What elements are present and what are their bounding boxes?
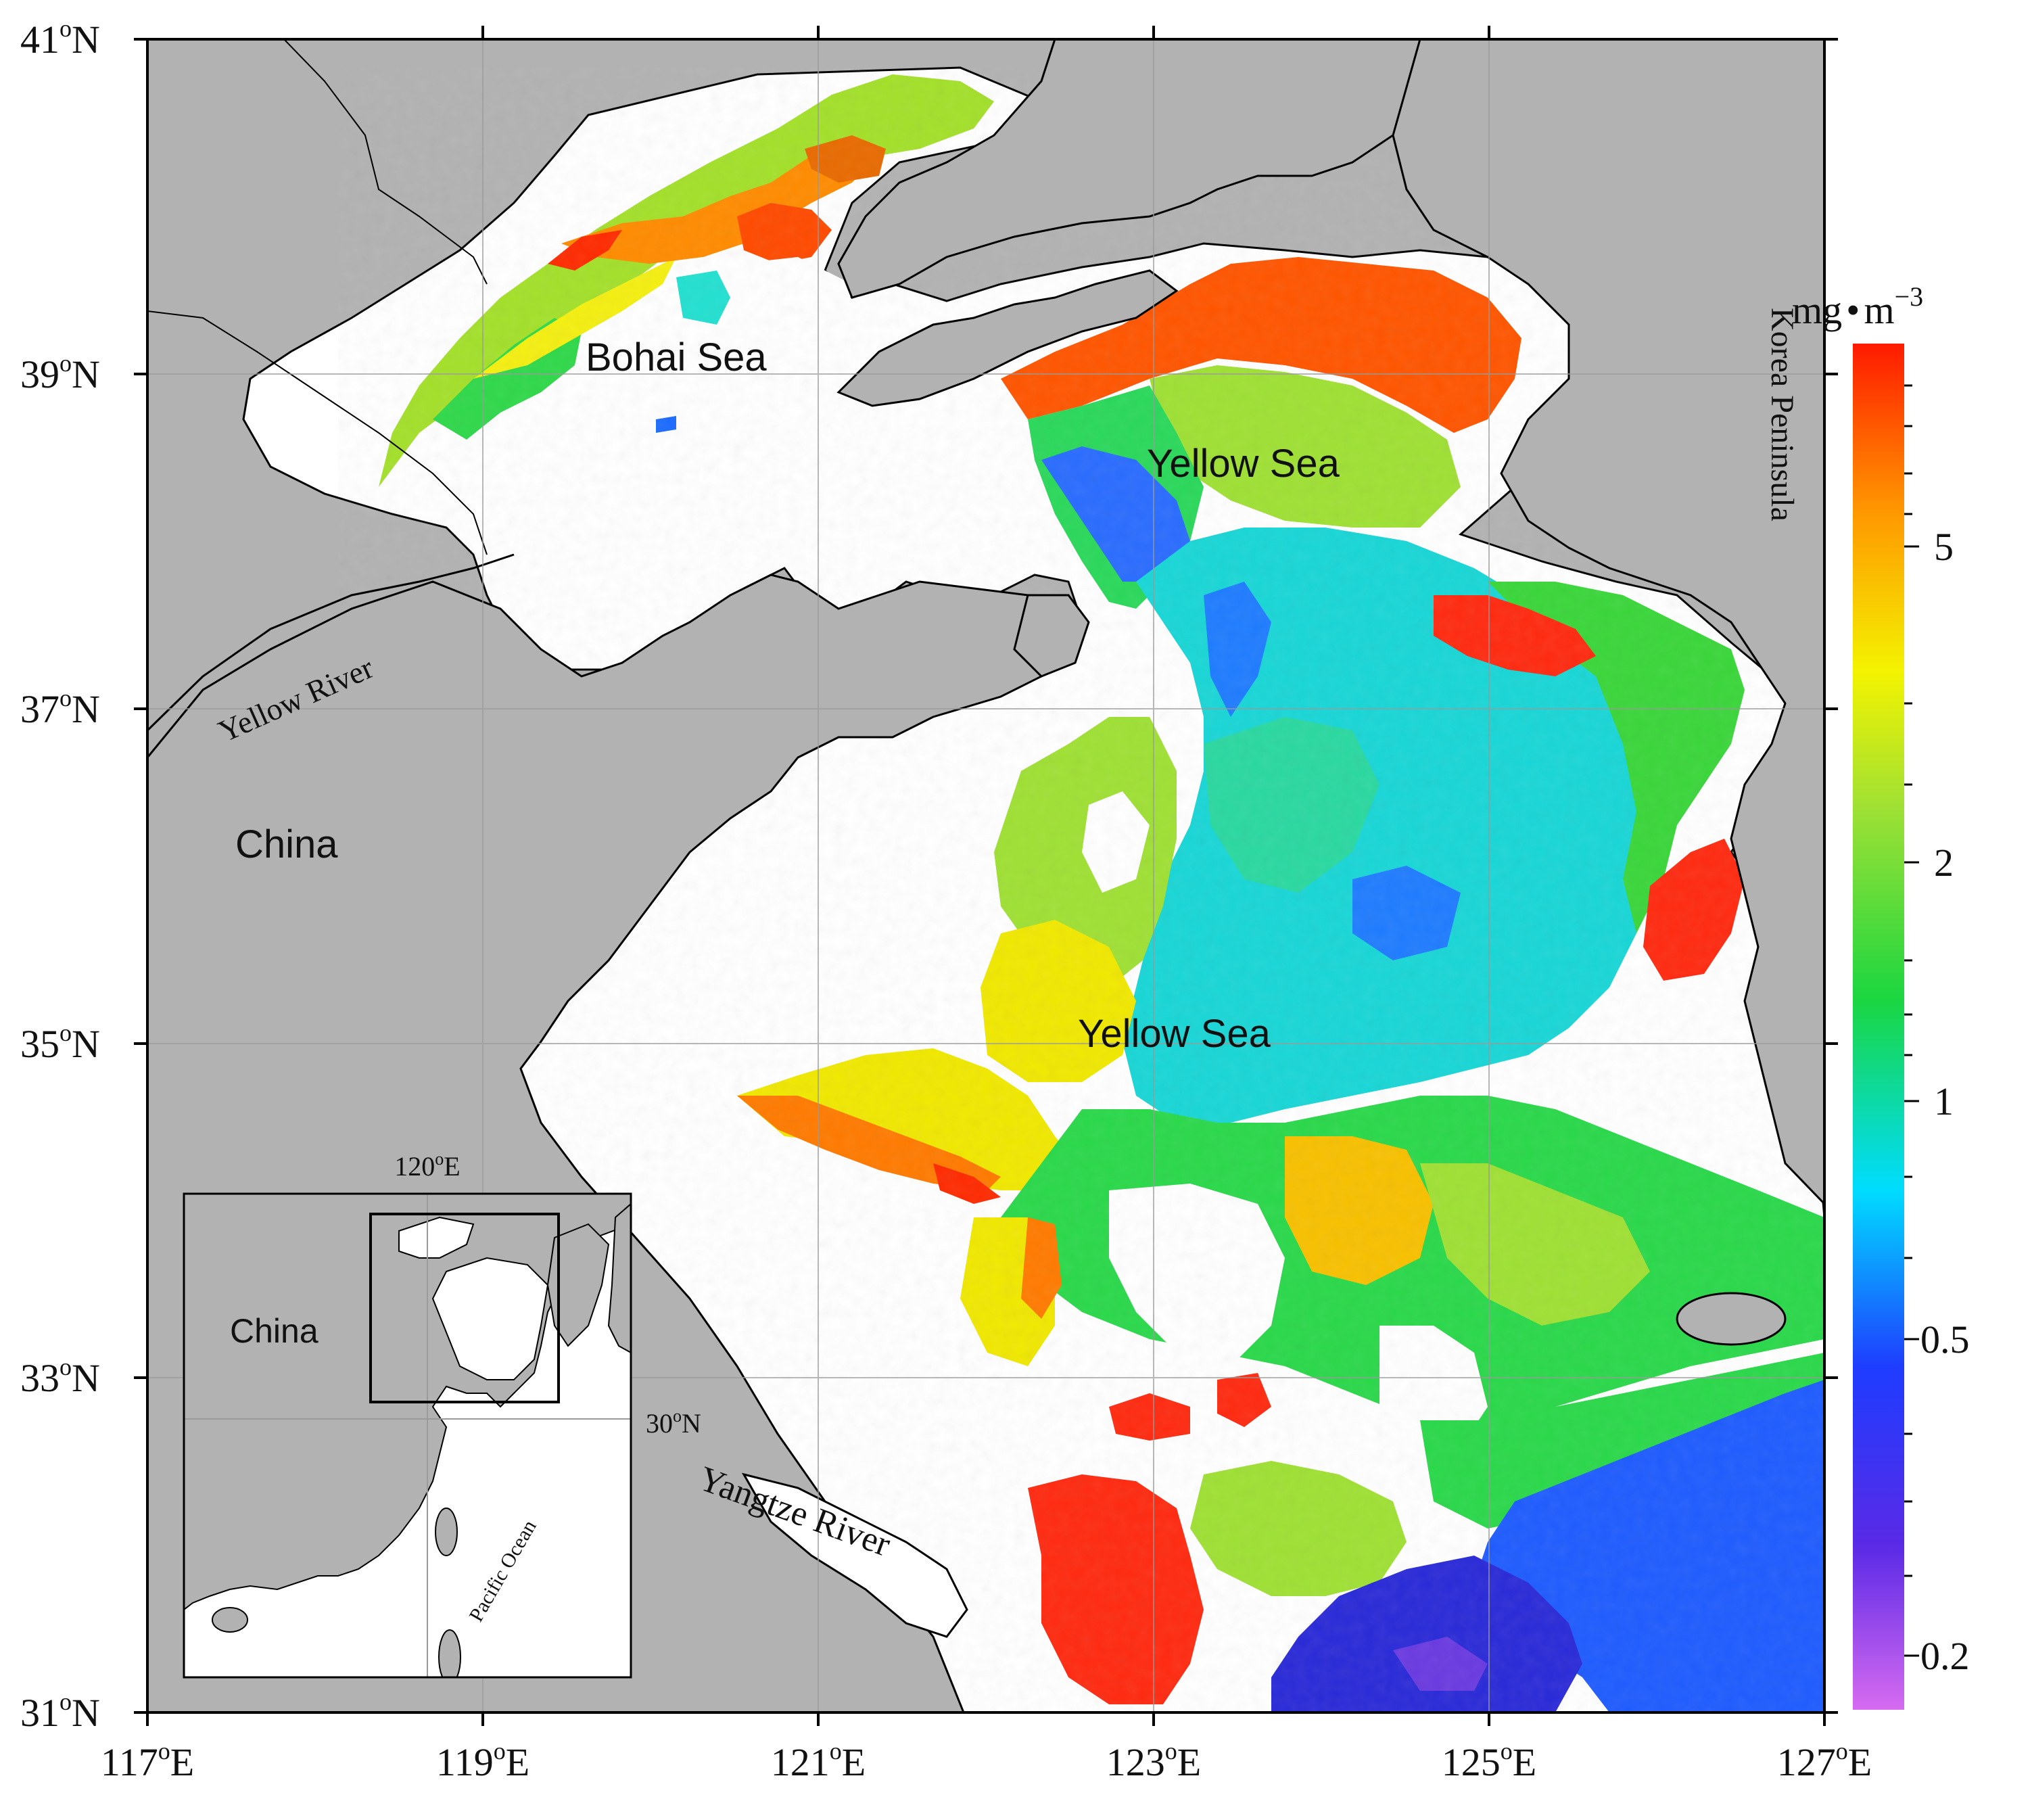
label-bohai-sea: Bohai Sea <box>586 335 767 379</box>
lat-label-33: 33 <box>20 1356 60 1400</box>
label-yellow-sea-south: Yellow Sea <box>1078 1012 1271 1056</box>
svg-text:117oE: 117oE <box>101 1737 194 1784</box>
lon-label-123: 123 <box>1106 1740 1165 1784</box>
svg-text:125oE: 125oE <box>1442 1737 1536 1784</box>
svg-text:35oN: 35oN <box>20 1019 100 1066</box>
label-yellow-sea-north: Yellow Sea <box>1147 442 1340 486</box>
yangtze-estuary <box>741 1472 968 1638</box>
map-frame <box>146 38 1826 1714</box>
colorbar-tick-5: 5 <box>1934 525 1954 569</box>
colorbar: 5 2 1 0.5 0.2 mg • m−3 <box>1792 281 1970 1710</box>
colorbar-tick-2: 2 <box>1934 841 1954 885</box>
tick-marks <box>134 26 1838 1726</box>
svg-text:123oE: 123oE <box>1106 1737 1201 1784</box>
svg-text:41oN: 41oN <box>20 15 100 62</box>
colorbar-unit: mg • m−3 <box>1792 281 1923 332</box>
inset-frame <box>183 1192 632 1679</box>
lon-label-125: 125 <box>1442 1740 1501 1784</box>
border-line-north <box>147 310 488 555</box>
label-china: China <box>235 822 338 866</box>
lon-label-127: 127 <box>1777 1740 1836 1784</box>
land-liaodong-tip <box>836 269 1179 407</box>
lat-label-35: 35 <box>20 1022 60 1066</box>
svg-text:33oN: 33oN <box>20 1353 100 1400</box>
colorbar-ticks <box>1904 384 1919 1657</box>
latitude-labels: 41oN 39oN 37oN 35oN 33oN 31oN <box>20 15 100 1735</box>
lat-label-39: 39 <box>20 352 60 396</box>
inset-taiwan <box>435 1508 458 1556</box>
colorbar-gradient <box>1853 344 1904 1710</box>
svg-text:119oE: 119oE <box>436 1737 529 1784</box>
svg-text:127oE: 127oE <box>1777 1737 1872 1784</box>
lon-label-121: 121 <box>771 1740 830 1784</box>
colorbar-tick-0-2: 0.2 <box>1920 1634 1970 1678</box>
land-korea <box>1392 39 1824 1206</box>
svg-text:37oN: 37oN <box>20 684 100 731</box>
inset-label-china: China <box>230 1312 318 1350</box>
inset-bohai-water <box>398 1216 475 1259</box>
inset-hainan <box>212 1607 248 1633</box>
land-liaodong <box>837 39 1421 299</box>
inset-korea <box>546 1223 610 1347</box>
inset-study-area-box <box>369 1213 560 1403</box>
inset-lat-label: 30oN <box>646 1406 701 1439</box>
colorbar-tick-1: 1 <box>1934 1079 1954 1123</box>
svg-text:39oN: 39oN <box>20 350 100 396</box>
inset-yellow-sea-water <box>431 1257 549 1380</box>
land-jeju <box>1676 1292 1787 1346</box>
inset-lon-label: 120oE <box>394 1149 460 1182</box>
lat-label-31: 31 <box>20 1691 60 1735</box>
lat-label-41: 41 <box>20 18 60 62</box>
lon-label-119: 119 <box>436 1740 494 1784</box>
inset-map: China Pacific Ocean 120oE 30oN <box>183 1149 701 1679</box>
inset-japan <box>607 1203 631 1354</box>
longitude-labels: 117oE 119oE 121oE 123oE 125oE 127oE <box>101 1737 1872 1784</box>
svg-text:121oE: 121oE <box>771 1737 866 1784</box>
yellow-river <box>147 553 515 732</box>
land-shandong-tip <box>1013 594 1090 678</box>
inset-luzon <box>438 1629 461 1677</box>
inland-river-north <box>283 39 488 285</box>
lat-label-37: 37 <box>20 687 60 731</box>
svg-text:31oN: 31oN <box>20 1688 100 1735</box>
graticule <box>147 39 1824 1712</box>
colorbar-tick-0-5: 0.5 <box>1920 1317 1970 1361</box>
lon-label-117: 117 <box>101 1740 158 1784</box>
label-korea-peninsula: Korea Peninsula <box>1764 308 1800 521</box>
